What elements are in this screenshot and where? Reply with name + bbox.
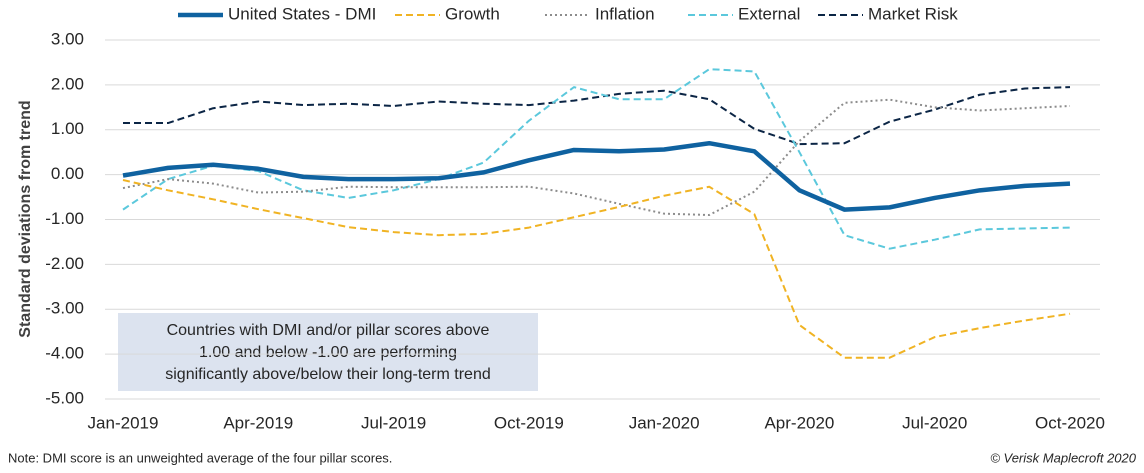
legend-label: External [738, 4, 800, 23]
x-tick-label: Apr-2019 [223, 413, 293, 432]
annotation-box [118, 313, 538, 391]
series-line [122, 140, 1071, 212]
series-line [122, 68, 1071, 250]
x-tick-label: Jan-2020 [629, 413, 700, 432]
legend-label: Growth [445, 4, 500, 23]
y-tick-label: -3.00 [45, 299, 84, 318]
y-tick-label: 0.00 [51, 164, 84, 183]
series-line [122, 179, 1071, 359]
y-tick-label: 2.00 [51, 74, 84, 93]
x-tick-label: Jan-2019 [88, 413, 159, 432]
y-tick-label: -1.00 [45, 209, 84, 228]
x-tick-label: Jul-2020 [902, 413, 967, 432]
series-line [122, 98, 1071, 217]
plot: 3.00 2.00 1.00 0.00 -1.00 -2.00 -3.00 -4.00 -5.0… [45, 4, 1105, 432]
credit: © Verisk Maplecroft 2020 [990, 450, 1136, 465]
legend-label: Inflation [595, 4, 655, 23]
legend-label: United States - DMI [228, 4, 376, 23]
series-line [123, 86, 1071, 146]
y-tick-label: 3.00 [51, 29, 84, 48]
y-tick-label: -5.00 [45, 388, 84, 407]
annotation-line: significantly above/below their long-ter… [165, 366, 491, 383]
y-tick-label: 1.00 [51, 119, 84, 138]
x-tick-label: Oct-2020 [1035, 413, 1105, 432]
note: Note: DMI score is an unweighted average… [8, 450, 392, 465]
annotation-line: 1.00 and below -1.00 are performing [199, 344, 457, 361]
y-axis-label: Standard deviations from trend [17, 100, 34, 337]
x-tick-label: Jul-2019 [361, 413, 426, 432]
y-tick-label: -4.00 [45, 344, 84, 363]
x-tick-label: Apr-2020 [764, 413, 834, 432]
y-tick-label: -2.00 [45, 254, 84, 273]
legend-label: Market Risk [868, 4, 958, 23]
annotation-line: Countries with DMI and/or pillar scores … [167, 322, 490, 339]
x-tick-label: Oct-2019 [494, 413, 564, 432]
